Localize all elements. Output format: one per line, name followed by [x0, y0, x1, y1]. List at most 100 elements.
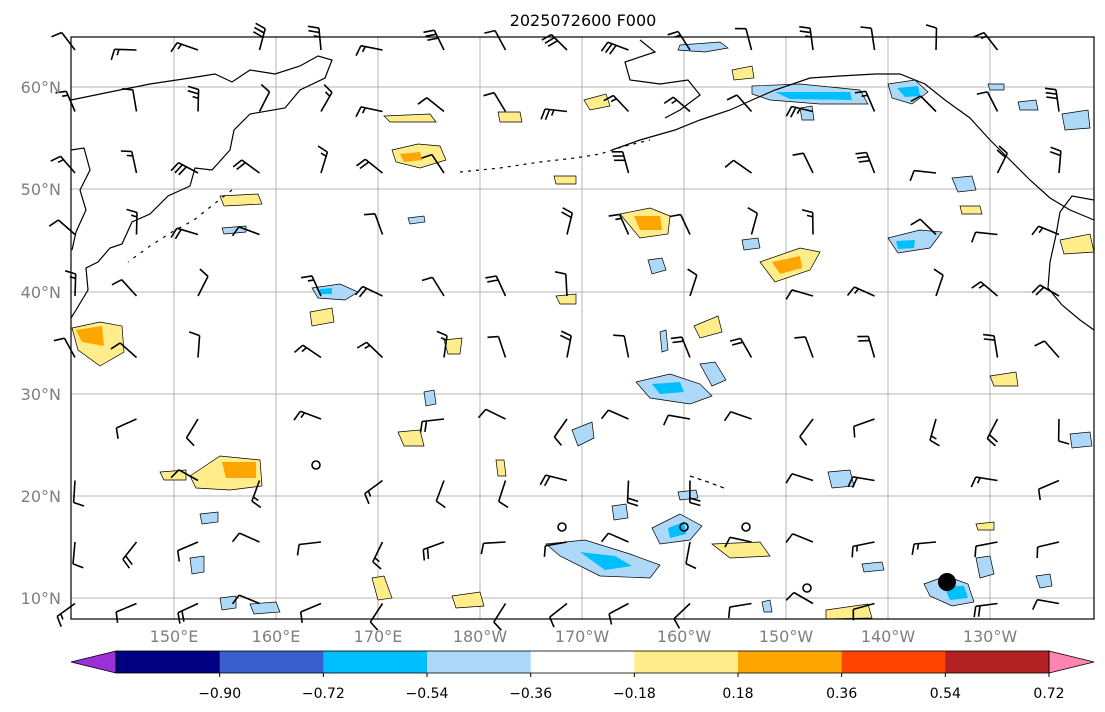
wind-barb	[293, 344, 322, 359]
wind-barb	[1049, 146, 1062, 174]
wind-barb	[110, 342, 138, 359]
calm-wind-marker	[679, 522, 689, 532]
anomaly-patch	[731, 65, 755, 81]
wind-barb	[970, 231, 998, 243]
wind-barb	[126, 208, 138, 235]
wind-barb	[48, 219, 76, 236]
wind-barb	[170, 161, 199, 176]
wind-barb	[973, 602, 998, 618]
aleutian-islands	[459, 139, 651, 173]
coastline-asia	[70, 55, 333, 319]
anomaly-patch	[827, 469, 855, 489]
anomaly-patch	[495, 459, 507, 477]
colorbar-tick-label: −0.90	[198, 686, 241, 702]
wind-barb	[543, 541, 568, 557]
anomaly-patch	[583, 93, 611, 111]
colorbar: −0.90 −0.72 −0.54 −0.36 −0.18 0.18 0.36 0.54 0.7…	[70, 650, 1095, 702]
wind-barb	[307, 25, 322, 51]
anomaly-patch	[443, 337, 463, 355]
anomaly-patch	[451, 591, 485, 609]
calm-wind-marker	[802, 583, 812, 593]
colorbar-tick-label: −0.36	[509, 686, 552, 702]
wind-barb	[356, 341, 384, 359]
colorbar-extend-max	[1048, 650, 1095, 674]
calm-wind-marker	[557, 522, 567, 532]
wind-barb	[554, 271, 568, 297]
anomaly-patch	[383, 113, 437, 123]
wind-barb	[662, 414, 691, 426]
anomaly-patch	[975, 521, 995, 531]
wind-barb	[122, 541, 138, 569]
wind-barb	[477, 408, 506, 420]
wind-barb	[669, 213, 691, 235]
hawaiian-islands	[689, 475, 725, 489]
wind-barb	[364, 213, 384, 235]
anomaly-patch	[407, 215, 426, 225]
wind-barb	[600, 41, 629, 55]
positive-anomaly-contours	[71, 65, 1095, 620]
colorbar-segment	[116, 651, 221, 673]
lat-tick-label: 30°N	[21, 385, 61, 404]
lon-tick-label: 170°W	[555, 627, 610, 646]
lon-tick-label: 150°W	[759, 627, 814, 646]
anomaly-patch	[699, 361, 727, 387]
wind-barb	[170, 469, 199, 482]
anomaly-patch	[555, 293, 577, 305]
wind-barb	[436, 330, 448, 358]
colorbar-tick-label: 0.36	[826, 686, 857, 702]
anomaly-patch	[772, 256, 802, 274]
anomaly-patch	[989, 371, 1019, 387]
wind-barb	[910, 95, 937, 113]
calm-wind-marker	[741, 522, 751, 532]
wind-barb	[673, 602, 691, 629]
wind-barb	[925, 24, 938, 51]
wind-barb	[611, 151, 630, 174]
wind-barb	[970, 476, 998, 488]
wind-barb	[188, 331, 201, 358]
anomaly-patch	[711, 541, 771, 559]
wind-barb	[487, 335, 507, 358]
anomaly-patch	[741, 237, 761, 251]
anomaly-patch	[897, 86, 920, 97]
wind-barb	[723, 410, 752, 422]
wind-barb	[485, 275, 507, 297]
wind-barb	[115, 418, 137, 439]
wind-barb	[847, 476, 875, 488]
anomaly-patch	[861, 561, 885, 573]
wind-barb	[785, 591, 814, 605]
wind-barb	[851, 541, 875, 558]
wind-barb	[726, 94, 753, 113]
lon-tick-label: 130°W	[963, 627, 1018, 646]
lat-tick-label: 40°N	[21, 283, 61, 302]
lat-tick-label: 50°N	[21, 180, 61, 199]
lat-tick-label: 10°N	[21, 589, 61, 608]
map-title: 2025072600 F000	[510, 11, 657, 30]
wind-barb	[747, 207, 759, 235]
anomaly-patch	[1017, 99, 1039, 111]
lon-tick-label: 140°W	[861, 627, 916, 646]
colorbar-segment	[219, 651, 324, 673]
colorbar-segment	[530, 651, 635, 673]
colorbar-tick-label: −0.18	[613, 686, 656, 702]
wind-barb	[553, 418, 568, 446]
calm-markers	[311, 460, 812, 593]
wind-barb	[600, 532, 629, 543]
anomaly-patch	[423, 389, 437, 407]
anomaly-patch	[580, 552, 632, 570]
wind-barb	[320, 84, 333, 112]
storm-center-marker	[938, 573, 956, 591]
wind-barb	[170, 227, 199, 240]
wind-barb	[484, 29, 507, 51]
lon-tick-label: 150°E	[150, 627, 199, 646]
wind-barb	[986, 418, 999, 447]
wind-barb	[729, 337, 753, 358]
wind-barb	[317, 145, 329, 174]
wind-barb	[53, 337, 76, 358]
colorbar-segment	[323, 651, 428, 673]
wind-barb	[1057, 418, 1070, 445]
wind-barb	[857, 335, 876, 358]
colorbar-tick-label: −0.72	[302, 686, 345, 702]
anomaly-patch	[987, 83, 1005, 91]
wind-barb	[51, 31, 76, 51]
anomaly-patch	[189, 555, 205, 575]
